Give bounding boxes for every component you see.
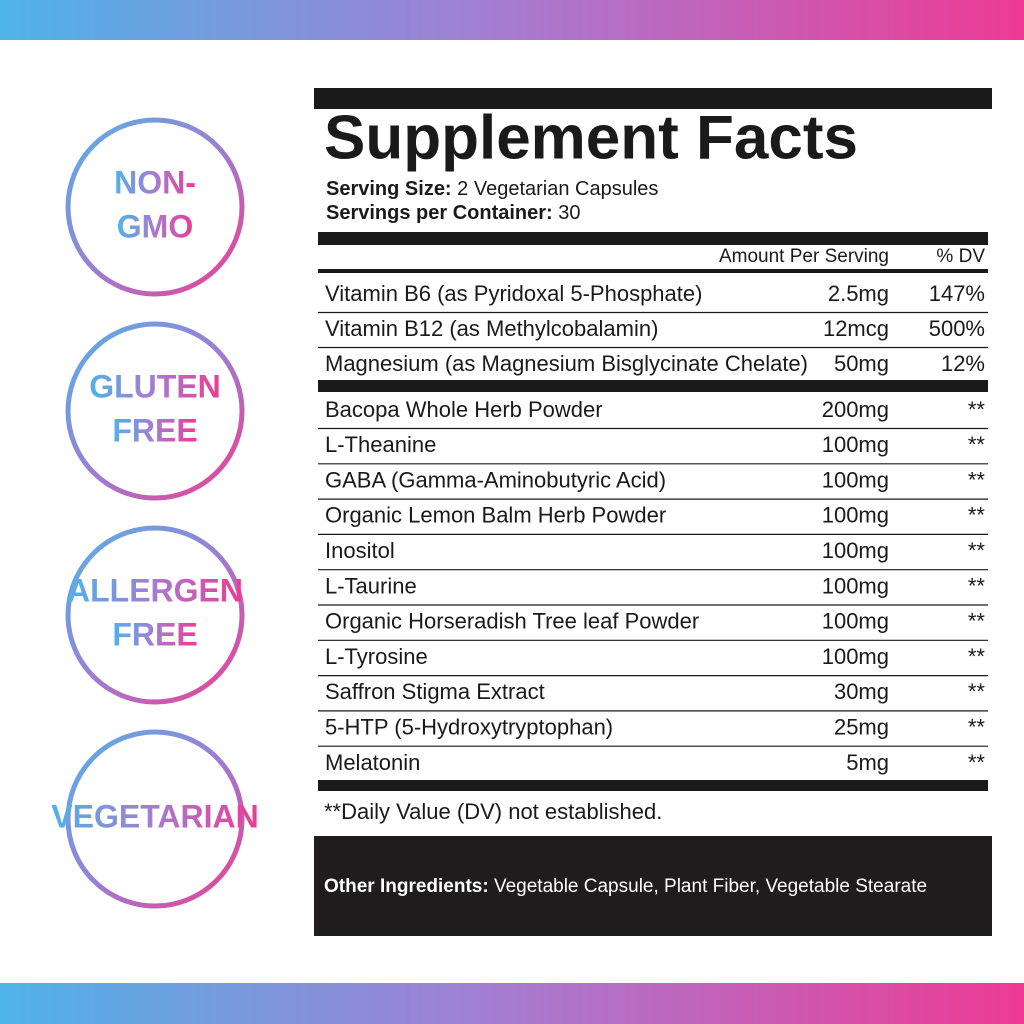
nutrient-name: GABA (Gamma-Aminobutyric Acid) <box>325 467 666 492</box>
nutrient-dv: 12% <box>941 351 985 376</box>
nutrient-name: L-Theanine <box>325 432 436 457</box>
nutrient-amount: 5mg <box>846 750 889 775</box>
nutrient-amount: 25mg <box>834 715 889 740</box>
nutrient-dv: ** <box>968 467 986 492</box>
top-bar <box>314 88 992 109</box>
nutrient-amount: 2.5mg <box>828 281 889 306</box>
bottom-band <box>0 983 1024 1024</box>
nutrient-dv: ** <box>968 609 986 634</box>
nutrient-name: Organic Lemon Balm Herb Powder <box>325 503 666 528</box>
badge-ring <box>65 117 245 297</box>
nutrient-amount: 100mg <box>822 432 889 457</box>
nutrient-name: Bacopa Whole Herb Powder <box>325 397 603 422</box>
title: Supplement Facts <box>324 103 858 172</box>
nutrient-amount: 100mg <box>822 538 889 563</box>
nutrient-name: L-Tyrosine <box>325 644 428 669</box>
dv-header: % DV <box>936 246 985 267</box>
nutrient-dv: ** <box>968 644 986 669</box>
nutrient-amount: 100mg <box>822 609 889 634</box>
other-ingredients-box <box>314 836 992 936</box>
nutrient-name: Melatonin <box>325 750 420 775</box>
badge-ring <box>65 525 245 705</box>
nutrient-dv: ** <box>968 750 986 775</box>
nutrient-name: Vitamin B6 (as Pyridoxal 5-Phosphate) <box>325 281 702 306</box>
nutrient-name: Vitamin B12 (as Methylcobalamin) <box>325 316 658 341</box>
servings-per-container: Servings per Container: 30 <box>326 202 581 224</box>
amount-header: Amount Per Serving <box>719 246 889 267</box>
serving-size: Serving Size: 2 Vegetarian Capsules <box>326 178 658 200</box>
nutrient-dv: ** <box>968 432 986 457</box>
divider <box>318 780 988 791</box>
nutrient-dv: 500% <box>929 316 985 341</box>
nutrient-dv: ** <box>968 538 986 563</box>
nutrient-amount: 12mcg <box>823 316 889 341</box>
nutrient-dv: ** <box>968 715 986 740</box>
nutrient-amount: 100mg <box>822 573 889 598</box>
nutrient-name: L-Taurine <box>325 573 417 598</box>
nutrient-name: 5-HTP (5-Hydroxytryptophan) <box>325 715 613 740</box>
nutrient-dv: 147% <box>929 281 985 306</box>
badge-text: ALLERGEN <box>67 572 243 608</box>
badge-text: GLUTEN <box>89 368 221 404</box>
nutrient-name: Magnesium (as Magnesium Bisglycinate Che… <box>325 351 808 376</box>
divider <box>318 269 988 273</box>
nutrient-dv: ** <box>968 503 986 528</box>
nutrient-dv: ** <box>968 679 986 704</box>
footnote: **Daily Value (DV) not established. <box>324 799 662 824</box>
nutrient-amount: 200mg <box>822 397 889 422</box>
nutrient-name: Organic Horseradish Tree leaf Powder <box>325 609 699 634</box>
badge-ring <box>65 321 245 501</box>
nutrient-name: Saffron Stigma Extract <box>325 679 545 704</box>
top-band <box>0 0 1024 40</box>
nutrient-dv: ** <box>968 573 986 598</box>
nutrient-amount: 30mg <box>834 679 889 704</box>
other-ingredients: Other Ingredients: Vegetable Capsule, Pl… <box>324 876 927 897</box>
badge-text: FREE <box>112 616 197 652</box>
divider <box>318 380 988 392</box>
badge-text: FREE <box>112 412 197 448</box>
badge-text: VEGETARIAN <box>51 798 258 834</box>
nutrient-amount: 100mg <box>822 503 889 528</box>
nutrient-amount: 50mg <box>834 351 889 376</box>
divider <box>318 232 988 245</box>
nutrient-amount: 100mg <box>822 644 889 669</box>
nutrient-name: Inositol <box>325 538 395 563</box>
nutrient-dv: ** <box>968 397 986 422</box>
nutrient-amount: 100mg <box>822 467 889 492</box>
badge-text: NON- <box>114 164 196 200</box>
badge-text: GMO <box>117 208 193 244</box>
badge-ring <box>65 729 245 909</box>
